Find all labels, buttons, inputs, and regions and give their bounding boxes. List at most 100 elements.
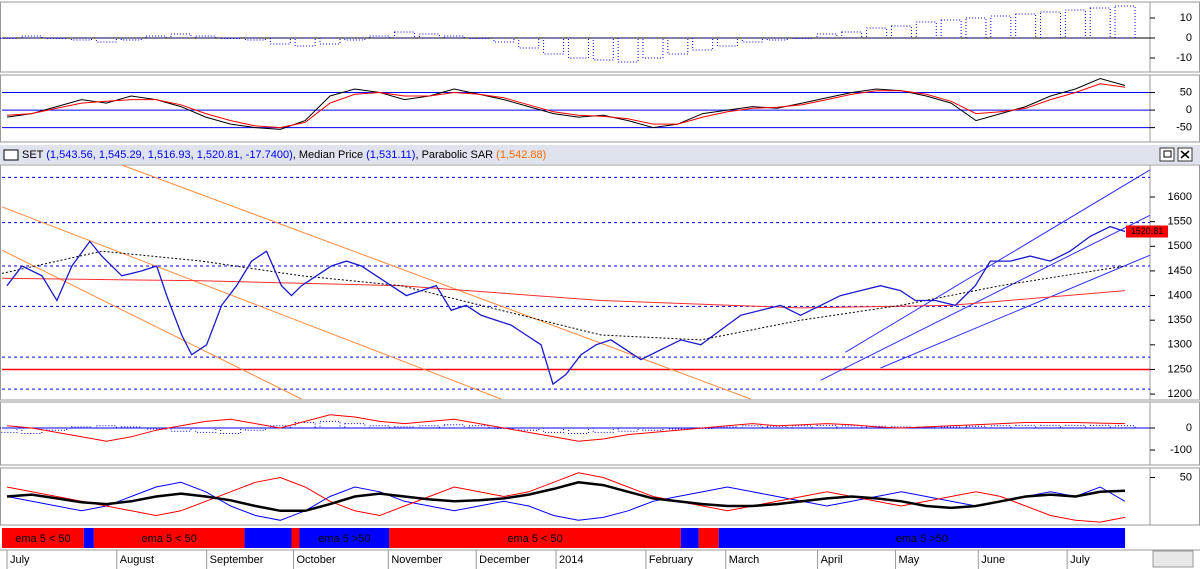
histogram-bar bbox=[145, 35, 167, 39]
regime-segment bbox=[93, 528, 245, 548]
histogram-bar bbox=[269, 37, 291, 45]
corner-widget[interactable] bbox=[1152, 550, 1194, 568]
histogram-bar bbox=[1089, 424, 1111, 429]
histogram-bar bbox=[543, 427, 565, 433]
histogram-bar bbox=[741, 37, 763, 43]
histogram-bar bbox=[791, 37, 813, 39]
histogram-bar bbox=[692, 37, 714, 51]
histogram-bar bbox=[220, 37, 242, 39]
histogram-bar bbox=[890, 25, 912, 39]
histogram-bar bbox=[71, 426, 93, 429]
histogram-bar bbox=[120, 426, 142, 429]
histogram-bar bbox=[642, 427, 664, 431]
histogram-bar bbox=[667, 37, 689, 55]
regime-segment bbox=[2, 528, 84, 548]
histogram-bar bbox=[866, 27, 888, 39]
regime-segment bbox=[680, 528, 699, 548]
indicator-line bbox=[6, 481, 1126, 513]
histogram-bar bbox=[518, 427, 540, 431]
histogram-bar bbox=[195, 35, 217, 39]
x-tick-label: May bbox=[898, 554, 919, 566]
histogram-bar bbox=[667, 427, 689, 430]
x-tick-label: September bbox=[210, 554, 264, 566]
header-part: (1,542.88) bbox=[496, 149, 546, 161]
y-tick-label: 1200 bbox=[1168, 388, 1192, 400]
histogram-bar bbox=[120, 37, 142, 41]
histogram-bar bbox=[443, 424, 465, 429]
regime-label: ema 5 >50 bbox=[896, 533, 948, 545]
histogram-bar bbox=[518, 37, 540, 49]
y-tick-label: 10 bbox=[1180, 12, 1192, 24]
histogram-bar bbox=[717, 37, 739, 47]
histogram-bar bbox=[71, 37, 93, 41]
histogram-bar bbox=[990, 425, 1012, 429]
header-part: , Median Price bbox=[293, 149, 366, 161]
histogram-bar bbox=[990, 15, 1012, 39]
y-tick-label: 1550 bbox=[1168, 216, 1192, 228]
histogram-bar bbox=[394, 426, 416, 429]
histogram-bar bbox=[195, 427, 217, 433]
header-part: , Parabolic SAR bbox=[415, 149, 496, 161]
last-value-box bbox=[1126, 225, 1168, 238]
y-tick-label: 1250 bbox=[1168, 363, 1192, 375]
histogram-bar bbox=[319, 420, 341, 429]
maximize-button[interactable] bbox=[1159, 147, 1175, 162]
regime-segment bbox=[698, 528, 719, 548]
histogram-bar bbox=[418, 33, 440, 39]
histogram-bar bbox=[1064, 9, 1086, 39]
histogram-bar bbox=[816, 424, 838, 429]
indicator-line bbox=[6, 414, 1126, 442]
y-tick-label: 50 bbox=[1180, 86, 1192, 98]
regime-segment bbox=[83, 528, 94, 548]
regime-label: ema 5 < 50 bbox=[15, 533, 70, 545]
histogram-bar bbox=[866, 425, 888, 429]
histogram-bar bbox=[46, 37, 68, 39]
last-value-label: 1520.81 bbox=[1131, 226, 1164, 236]
histogram-bar bbox=[617, 427, 639, 432]
y-tick-label: 0 bbox=[1186, 422, 1192, 434]
header-part: (1,531.11) bbox=[366, 149, 415, 161]
histogram-bar bbox=[940, 426, 962, 429]
x-tick-label: November bbox=[391, 554, 442, 566]
histogram-bar bbox=[940, 19, 962, 39]
x-tick-label: June bbox=[981, 554, 1005, 566]
x-tick-label: August bbox=[120, 554, 154, 566]
x-tick-label: April bbox=[821, 554, 843, 566]
trendline bbox=[2, 206, 502, 400]
indicator-line bbox=[6, 77, 1126, 130]
histogram-bar bbox=[369, 425, 391, 429]
histogram-bar bbox=[394, 31, 416, 39]
trendline bbox=[820, 214, 1150, 381]
x-tick-label: October bbox=[296, 554, 335, 566]
histogram-bar bbox=[0, 37, 18, 39]
regime-segment bbox=[244, 528, 292, 548]
histogram-bar bbox=[717, 426, 739, 429]
histogram-bar bbox=[344, 423, 366, 429]
regime-segment bbox=[389, 528, 681, 548]
histogram-bar bbox=[145, 427, 167, 430]
x-tick-label: December bbox=[479, 554, 530, 566]
histogram-bar bbox=[965, 425, 987, 429]
histogram-bar bbox=[592, 427, 614, 433]
histogram-bar bbox=[220, 427, 242, 435]
header-text: SET (1,543.56, 1,545.29, 1,516.93, 1,520… bbox=[22, 149, 546, 161]
histogram-bar bbox=[21, 35, 43, 39]
x-tick-label: July bbox=[10, 554, 30, 566]
y-tick-label: 0 bbox=[1186, 32, 1192, 44]
regime-segment bbox=[718, 528, 1126, 548]
histogram-bar bbox=[1089, 7, 1111, 39]
y-tick-label: 1450 bbox=[1168, 265, 1192, 277]
x-tick-label: February bbox=[649, 554, 694, 566]
regime-segment bbox=[299, 528, 390, 548]
histogram-bar bbox=[0, 427, 18, 433]
regime-label: ema 5 < 50 bbox=[507, 533, 562, 545]
x-tick-label: July bbox=[1070, 554, 1090, 566]
y-tick-label: 1300 bbox=[1168, 339, 1192, 351]
indicator-line bbox=[6, 472, 1126, 523]
histogram-bar bbox=[642, 37, 664, 59]
histogram-bar bbox=[468, 37, 490, 39]
regime-segment bbox=[291, 528, 300, 548]
regime-label: ema 5 < 50 bbox=[142, 533, 197, 545]
histogram-bar bbox=[766, 37, 788, 41]
